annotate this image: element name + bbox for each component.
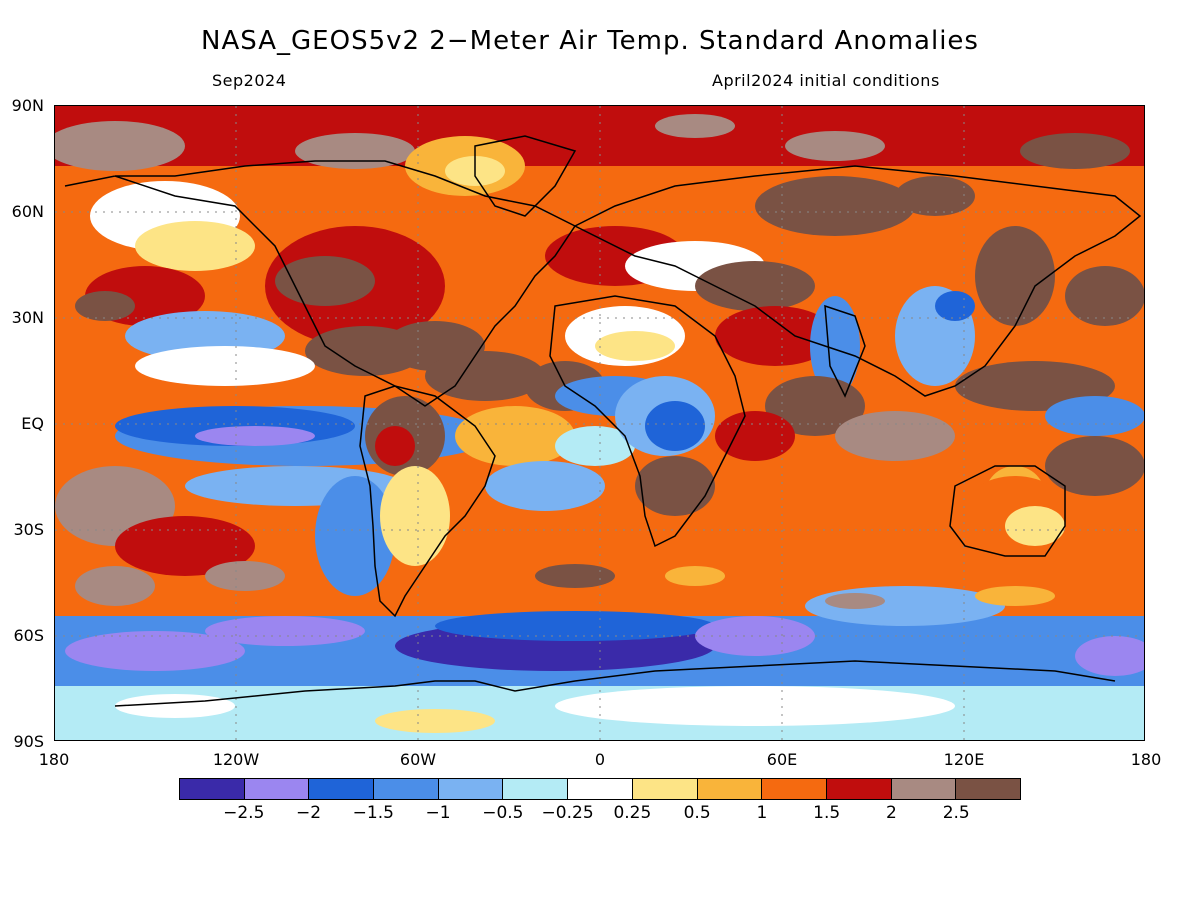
colorbar-label: 1.5 — [813, 803, 841, 823]
colorbar-swatch — [309, 779, 375, 799]
anomaly-patch — [895, 176, 975, 216]
anomaly-patch — [435, 611, 715, 641]
colorbar-label: 0.25 — [613, 803, 652, 823]
colorbar-label: −2.5 — [223, 803, 265, 823]
colorbar-swatch — [568, 779, 633, 799]
colorbar-swatch — [891, 779, 957, 799]
colorbar-legend — [179, 778, 1021, 800]
anomaly-patch — [455, 406, 575, 466]
anomaly-patch — [555, 686, 955, 726]
anomaly-patch — [425, 351, 545, 401]
anomaly-patch — [1020, 133, 1130, 169]
anomaly-patch — [1045, 436, 1144, 496]
anomaly-patch — [485, 461, 605, 511]
anomaly-patch — [935, 291, 975, 321]
map-title: NASA_GEOS5v2 2−Meter Air Temp. Standard … — [201, 26, 979, 56]
anomaly-patch — [555, 426, 635, 466]
anomaly-patch — [1065, 266, 1144, 326]
lat-label-60n: 60N — [11, 202, 44, 221]
lon-label-120w: 120W — [212, 750, 260, 769]
anomaly-patch — [825, 593, 885, 609]
anomaly-patch — [975, 226, 1055, 326]
colorbar-swatch — [374, 779, 439, 799]
anomaly-patch — [115, 516, 255, 576]
anomaly-patch — [205, 561, 285, 591]
anomaly-patch — [380, 466, 450, 566]
anomaly-patch — [765, 376, 865, 436]
lat-label-30s: 30S — [13, 520, 44, 539]
colorbar-label: −0.5 — [482, 803, 524, 823]
colorbar-swatch — [244, 779, 310, 799]
coastlines — [64, 135, 1142, 707]
anomaly-patch — [835, 411, 955, 461]
lat-label-30n: 30N — [11, 308, 44, 327]
forecast-month: Sep2024 — [212, 71, 287, 90]
anomaly-patch — [695, 261, 815, 311]
colorbar-swatch — [632, 779, 698, 799]
anomaly-patch — [1005, 506, 1065, 546]
arctic-band — [55, 106, 1144, 166]
colorbar-swatch — [503, 779, 569, 799]
anomaly-patch — [135, 346, 315, 386]
anomaly-patch — [75, 291, 135, 321]
colorbar-swatch — [697, 779, 763, 799]
anomaly-patch — [665, 566, 725, 586]
colorbar-label: −2 — [296, 803, 322, 823]
lon-label-60w: 60W — [399, 750, 437, 769]
anomaly-patch — [695, 616, 815, 656]
colorbar-label: 2.5 — [942, 803, 970, 823]
colorbar-swatch — [762, 779, 827, 799]
anomaly-patch — [715, 306, 835, 366]
anomaly-patch — [65, 631, 245, 671]
anomaly-patch — [295, 133, 415, 169]
anomaly-patch — [195, 426, 315, 446]
anomaly-patch — [785, 131, 885, 161]
anomaly-patch — [275, 256, 375, 306]
lon-label-120e: 120E — [943, 750, 985, 769]
colorbar-label: 0.5 — [683, 803, 711, 823]
anomaly-patch — [375, 426, 415, 466]
colorbar-label: −1.5 — [352, 803, 394, 823]
colorbar-swatch — [438, 779, 504, 799]
lat-label-60s: 60S — [13, 626, 44, 645]
anomaly-patch — [595, 331, 675, 361]
anomaly-patch — [75, 566, 155, 606]
lat-label-eq: EQ — [21, 414, 44, 433]
colorbar-label: 2 — [886, 803, 897, 823]
anomaly-patch — [375, 709, 495, 733]
anomaly-patch — [655, 114, 735, 138]
lat-label-90s: 90S — [13, 732, 44, 751]
anomaly-patch — [975, 586, 1055, 606]
lon-label-180e: 180 — [1130, 750, 1162, 769]
anomaly-patch — [810, 296, 860, 396]
anomaly-patch — [55, 121, 185, 171]
anomaly-patch — [135, 221, 255, 271]
lat-label-90n: 90N — [11, 96, 44, 115]
colorbar-label: −1 — [425, 803, 451, 823]
anomaly-patch — [535, 564, 615, 588]
colorbar-label: −0.25 — [541, 803, 594, 823]
colorbar-swatch — [180, 779, 245, 799]
anomaly-patch — [1075, 636, 1144, 676]
colorbar-label: 1 — [756, 803, 768, 823]
lon-label-180w: 180 — [38, 750, 70, 769]
anomaly-patch — [635, 456, 715, 516]
colorbar-swatch — [826, 779, 892, 799]
anomaly-patch — [755, 176, 915, 236]
colorbar-labels: −2.5 −2 −1.5 −1 −0.5 −0.25 0.25 0.5 1 1.5 2 2.5 — [179, 803, 1021, 823]
initial-conditions: April2024 initial conditions — [712, 71, 940, 90]
anomaly-patch — [115, 694, 235, 718]
anomaly-map — [54, 105, 1145, 741]
lon-label-60e: 60E — [766, 750, 798, 769]
anomaly-patch — [1045, 396, 1144, 436]
anomaly-map-svg — [55, 106, 1144, 740]
lon-label-0: 0 — [594, 750, 606, 769]
graticule — [55, 106, 1144, 740]
anomaly-patch — [205, 616, 365, 646]
anomaly-patch — [645, 401, 705, 451]
colorbar-swatch — [956, 779, 1020, 799]
